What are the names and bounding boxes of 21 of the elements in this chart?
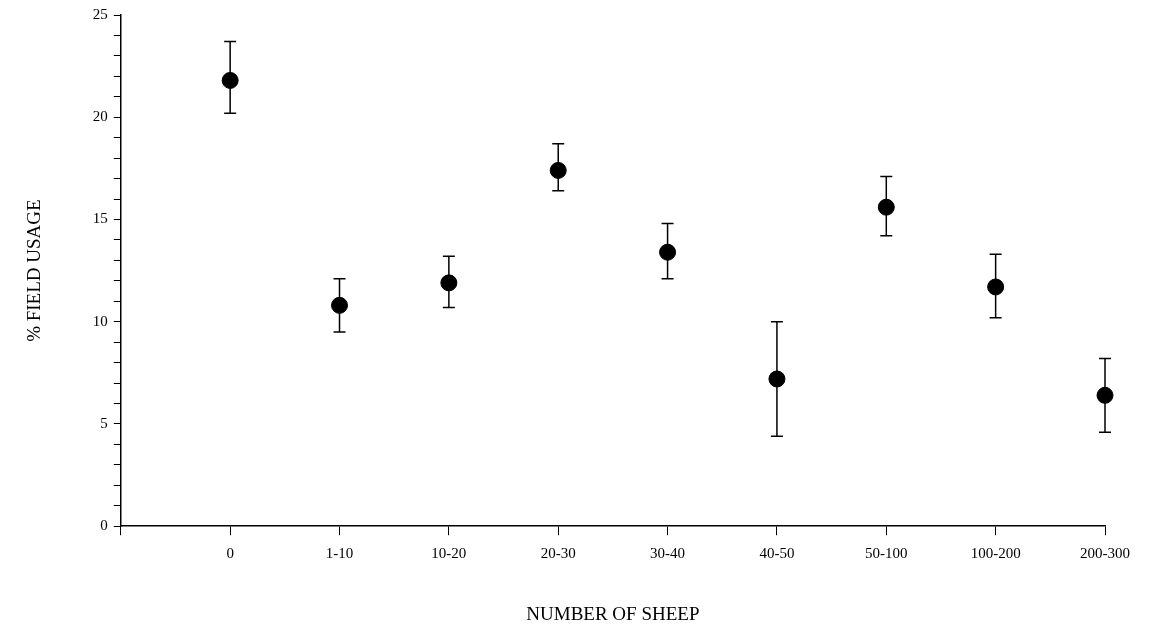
- y-tick-label: 20: [92, 108, 108, 125]
- point: [877, 198, 895, 216]
- point: [659, 243, 677, 261]
- y-axis-title: % FIELD USAGE: [23, 199, 45, 342]
- y-tick-label: 15: [92, 210, 108, 227]
- x-tick-label: 30-40: [650, 545, 686, 562]
- y-tick-label: 0: [100, 517, 108, 534]
- x-tick-label: 10-20: [431, 545, 467, 562]
- point: [987, 278, 1005, 296]
- x-tick-label: 20-30: [540, 545, 576, 562]
- x-tick-label: 40-50: [759, 545, 795, 562]
- x-tick-label: 50-100: [865, 545, 908, 562]
- x-tick-label: 0: [226, 545, 234, 562]
- y-tick-label: 5: [100, 414, 108, 431]
- x-tick-label: 100-200: [970, 545, 1021, 562]
- y-tick-label: 10: [92, 312, 108, 329]
- x-axis-title: NUMBER OF SHEEP: [526, 602, 700, 624]
- x-tick-label: 200-300: [1080, 545, 1130, 562]
- point: [331, 296, 349, 314]
- x-tick-label: 1-10: [325, 545, 354, 562]
- y-tick-label: 25: [92, 5, 108, 22]
